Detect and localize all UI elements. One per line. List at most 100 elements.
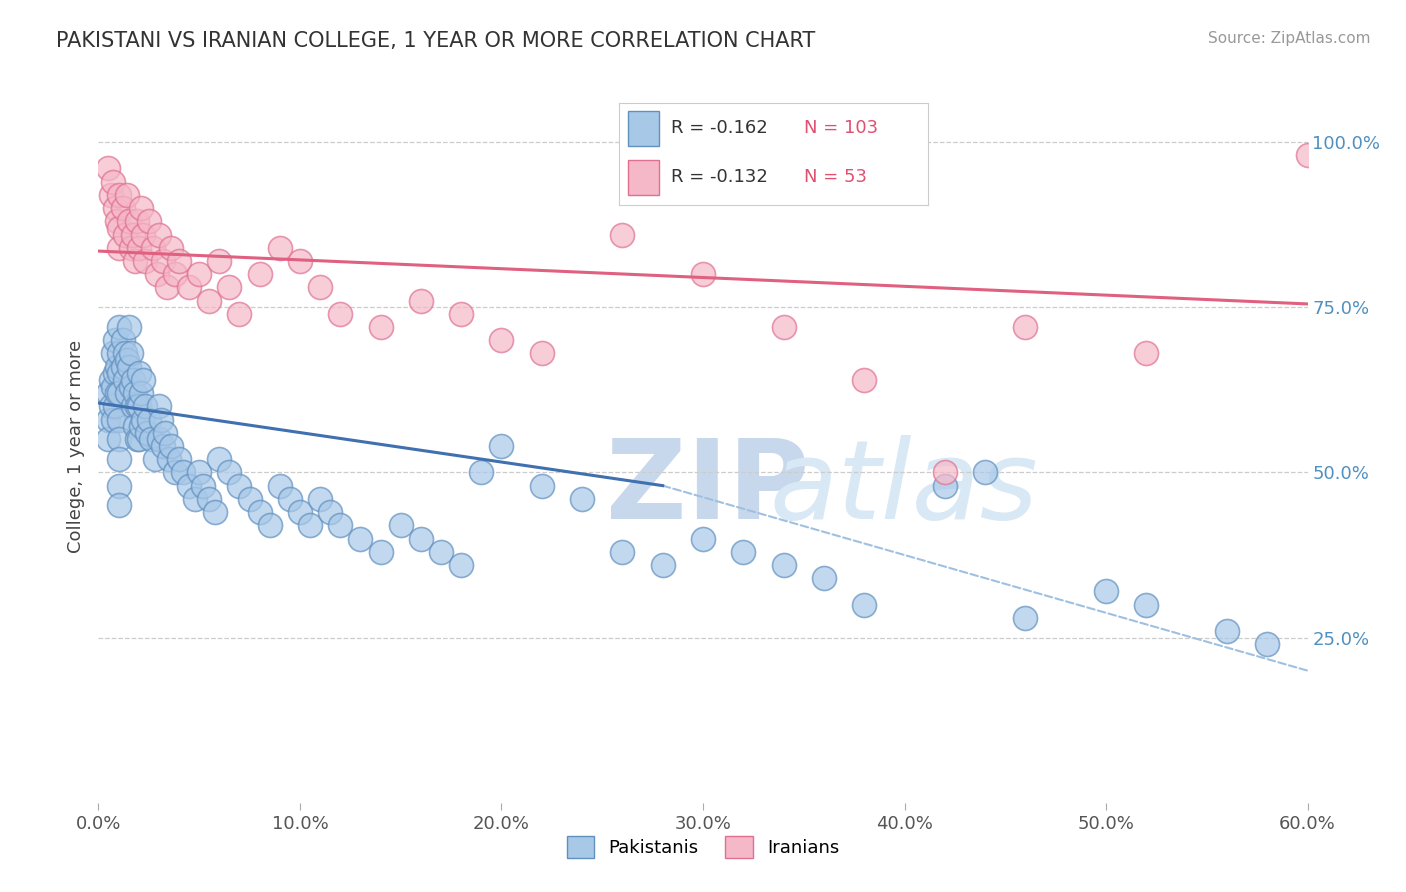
Point [142,241,165,255]
Point [288,505,311,519]
Point [118,214,141,228]
Point [107,412,129,426]
Text: PAKISTANI VS IRANIAN COLLEGE, 1 YEAR OR MORE CORRELATION CHART: PAKISTANI VS IRANIAN COLLEGE, 1 YEAR OR … [56,31,815,51]
Point [218,280,240,294]
Point [218,466,240,480]
Point [167,452,190,467]
Point [105,359,128,374]
Point [319,505,342,519]
Point [100,400,122,414]
Point [188,267,211,281]
Point [124,386,146,401]
Text: N = 103: N = 103 [804,120,879,137]
Point [134,400,156,414]
Point [125,433,148,447]
Point [208,254,231,268]
Point [167,254,190,268]
Text: N = 53: N = 53 [804,169,868,186]
Point [1135,598,1157,612]
Point [97,433,120,447]
Point [934,466,956,480]
Point [134,254,156,268]
Point [612,545,634,559]
Point [1135,346,1157,360]
Point [121,227,143,242]
Point [103,201,125,215]
Point [138,214,160,228]
Point [100,188,122,202]
Point [129,419,152,434]
Point [193,478,215,492]
Point [125,214,148,228]
Point [139,433,162,447]
Point [111,333,134,347]
Point [118,359,141,374]
Point [97,161,120,176]
Point [269,478,291,492]
Point [97,386,120,401]
Point [692,532,714,546]
Point [692,267,714,281]
Point [118,320,141,334]
Point [239,491,262,506]
Point [107,478,129,492]
Point [172,466,194,480]
Point [107,499,129,513]
Point [853,373,876,387]
Point [204,505,226,519]
Point [114,227,136,242]
Y-axis label: College, 1 year or more: College, 1 year or more [66,340,84,552]
Point [111,201,134,215]
Point [259,518,281,533]
Point [149,412,172,426]
Point [125,400,148,414]
Point [121,373,143,387]
Point [1014,611,1036,625]
Point [1014,320,1036,334]
Point [115,188,138,202]
Point [733,545,755,559]
Point [179,280,201,294]
Point [107,386,129,401]
Point [430,545,453,559]
Point [157,452,180,467]
Point [148,433,170,447]
Point [813,571,835,585]
Point [129,201,152,215]
Point [198,491,221,506]
Point [153,425,176,440]
Point [491,439,513,453]
Point [124,419,146,434]
Point [146,267,169,281]
Point [132,412,155,426]
Bar [628,111,659,145]
Point [160,439,183,453]
Point [132,227,155,242]
Point [651,558,673,572]
Point [156,280,179,294]
Text: Source: ZipAtlas.com: Source: ZipAtlas.com [1208,31,1371,46]
Point [105,214,128,228]
Point [269,241,291,255]
Bar [628,160,659,194]
Point [107,433,129,447]
Point [135,425,157,440]
Point [107,346,129,360]
Point [1296,148,1319,162]
Point [148,227,170,242]
Point [309,491,332,506]
Point [530,346,553,360]
Point [389,518,412,533]
Point [128,241,150,255]
Point [188,466,211,480]
Point [278,491,301,506]
Point [370,545,392,559]
Point [143,452,166,467]
Point [228,478,250,492]
Text: R = -0.132: R = -0.132 [671,169,768,186]
Point [132,373,155,387]
Point [163,267,186,281]
Point [249,505,271,519]
Point [111,359,134,374]
Point [107,320,129,334]
